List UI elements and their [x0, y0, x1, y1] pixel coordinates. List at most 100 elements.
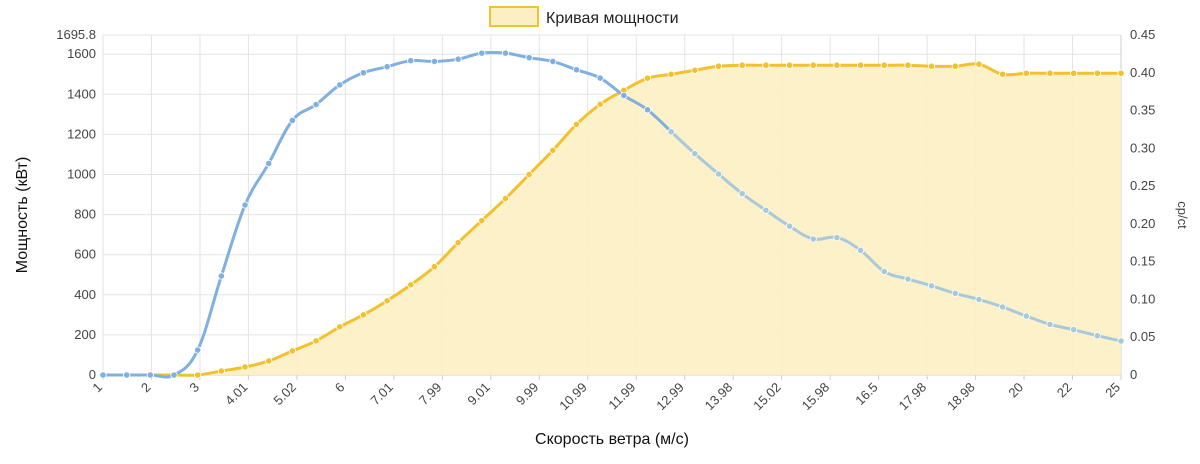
- power-point[interactable]: [785, 61, 794, 69]
- cp-point[interactable]: [880, 267, 888, 276]
- power-point[interactable]: [501, 194, 510, 203]
- power-point[interactable]: [194, 371, 202, 379]
- power-point[interactable]: [1093, 69, 1101, 77]
- power-point[interactable]: [241, 363, 249, 371]
- cp-point[interactable]: [809, 235, 817, 243]
- cp-point[interactable]: [620, 91, 628, 100]
- cp-point[interactable]: [596, 74, 604, 82]
- power-point[interactable]: [1022, 69, 1030, 77]
- power-point[interactable]: [975, 60, 983, 68]
- power-point[interactable]: [762, 61, 770, 69]
- cp-point[interactable]: [738, 190, 746, 198]
- power-point[interactable]: [596, 100, 604, 108]
- cp-point[interactable]: [1046, 320, 1054, 328]
- cp-point[interactable]: [785, 222, 794, 230]
- power-point[interactable]: [643, 74, 652, 82]
- cp-point[interactable]: [1022, 312, 1030, 320]
- y-left-tick-label: 200: [74, 327, 96, 342]
- cp-point[interactable]: [525, 54, 533, 62]
- cp-point[interactable]: [643, 106, 652, 114]
- cp-point[interactable]: [217, 272, 225, 280]
- x-axis-ticks: 1 2 3 4.01 5.02 6 7.01 7.99 9.01 9.99 10.99 11.99 12…: [89, 380, 1123, 414]
- cp-point[interactable]: [856, 246, 865, 254]
- cp-point[interactable]: [975, 295, 983, 304]
- cp-point[interactable]: [359, 69, 368, 77]
- cp-point[interactable]: [241, 201, 249, 209]
- cp-point[interactable]: [478, 49, 486, 57]
- power-point[interactable]: [407, 281, 415, 289]
- cp-point[interactable]: [170, 371, 178, 379]
- legend[interactable]: Кривая мощности: [489, 6, 679, 27]
- legend-label: Кривая мощности: [546, 10, 679, 27]
- power-point[interactable]: [478, 217, 486, 225]
- cp-point[interactable]: [146, 371, 154, 379]
- power-point[interactable]: [549, 146, 557, 155]
- x-tick-label: 17.98: [896, 380, 930, 414]
- power-point[interactable]: [738, 61, 746, 69]
- power-area: [103, 63, 1121, 376]
- y-axis-right-ticks: 0 0.05 0.10 0.15 0.20 0.25 0.30 0.35 0.40 0.45: [1130, 27, 1155, 382]
- cp-point[interactable]: [762, 206, 770, 214]
- cp-point[interactable]: [999, 303, 1007, 311]
- cp-point[interactable]: [833, 233, 841, 242]
- cp-point[interactable]: [928, 282, 936, 290]
- power-point[interactable]: [359, 311, 368, 319]
- y-axis-left-ticks: 0 200 400 600 800 1000 1200 1400 1600 1695.8: [56, 27, 96, 382]
- power-point[interactable]: [904, 61, 912, 69]
- power-point[interactable]: [454, 239, 462, 247]
- power-point[interactable]: [312, 337, 320, 345]
- cp-point[interactable]: [288, 116, 296, 124]
- power-point[interactable]: [265, 357, 273, 365]
- cp-point[interactable]: [407, 57, 415, 65]
- power-point[interactable]: [525, 170, 533, 179]
- cp-point[interactable]: [336, 81, 344, 89]
- power-point[interactable]: [714, 62, 723, 70]
- cp-point[interactable]: [383, 63, 391, 71]
- cp-point[interactable]: [667, 128, 675, 136]
- power-point[interactable]: [1070, 69, 1078, 77]
- power-point[interactable]: [1046, 69, 1054, 77]
- power-point[interactable]: [809, 61, 817, 69]
- cp-point[interactable]: [265, 159, 273, 168]
- x-tick-label: 18.98: [944, 380, 978, 414]
- cp-point[interactable]: [99, 371, 107, 379]
- cp-point[interactable]: [549, 57, 557, 66]
- x-tick-label: 7.01: [367, 380, 396, 409]
- power-point[interactable]: [572, 120, 581, 128]
- cp-point[interactable]: [1070, 326, 1078, 334]
- power-point[interactable]: [217, 367, 225, 375]
- x-tick-label: 16.5: [852, 380, 881, 409]
- x-tick-label: 7.99: [416, 380, 445, 409]
- x-tick-label: 6: [332, 380, 348, 396]
- cp-point[interactable]: [1093, 332, 1101, 340]
- cp-point[interactable]: [1117, 337, 1125, 345]
- cp-point[interactable]: [572, 66, 581, 74]
- power-point[interactable]: [856, 61, 865, 69]
- power-point[interactable]: [880, 61, 888, 69]
- power-area-fill: [103, 63, 1121, 376]
- cp-point[interactable]: [194, 346, 202, 354]
- cp-point[interactable]: [501, 49, 510, 57]
- x-tick-label: 10.99: [556, 380, 590, 414]
- power-point[interactable]: [667, 70, 675, 78]
- cp-point[interactable]: [430, 57, 439, 66]
- power-point[interactable]: [928, 62, 936, 70]
- y-left-tick-label: 1695.8: [56, 27, 96, 42]
- cp-point[interactable]: [454, 55, 462, 63]
- power-point[interactable]: [336, 323, 344, 331]
- legend-swatch: [489, 6, 539, 27]
- cp-point[interactable]: [312, 100, 320, 109]
- power-point[interactable]: [383, 297, 391, 305]
- power-point[interactable]: [691, 66, 699, 74]
- power-point[interactable]: [999, 70, 1007, 78]
- power-point[interactable]: [951, 62, 959, 70]
- power-point[interactable]: [833, 61, 841, 69]
- cp-point[interactable]: [951, 289, 959, 297]
- cp-point[interactable]: [714, 170, 723, 178]
- power-point[interactable]: [1117, 69, 1125, 77]
- cp-point[interactable]: [123, 371, 131, 379]
- power-point[interactable]: [430, 263, 439, 271]
- cp-point[interactable]: [904, 275, 912, 283]
- cp-point[interactable]: [691, 150, 699, 158]
- power-point[interactable]: [288, 347, 296, 355]
